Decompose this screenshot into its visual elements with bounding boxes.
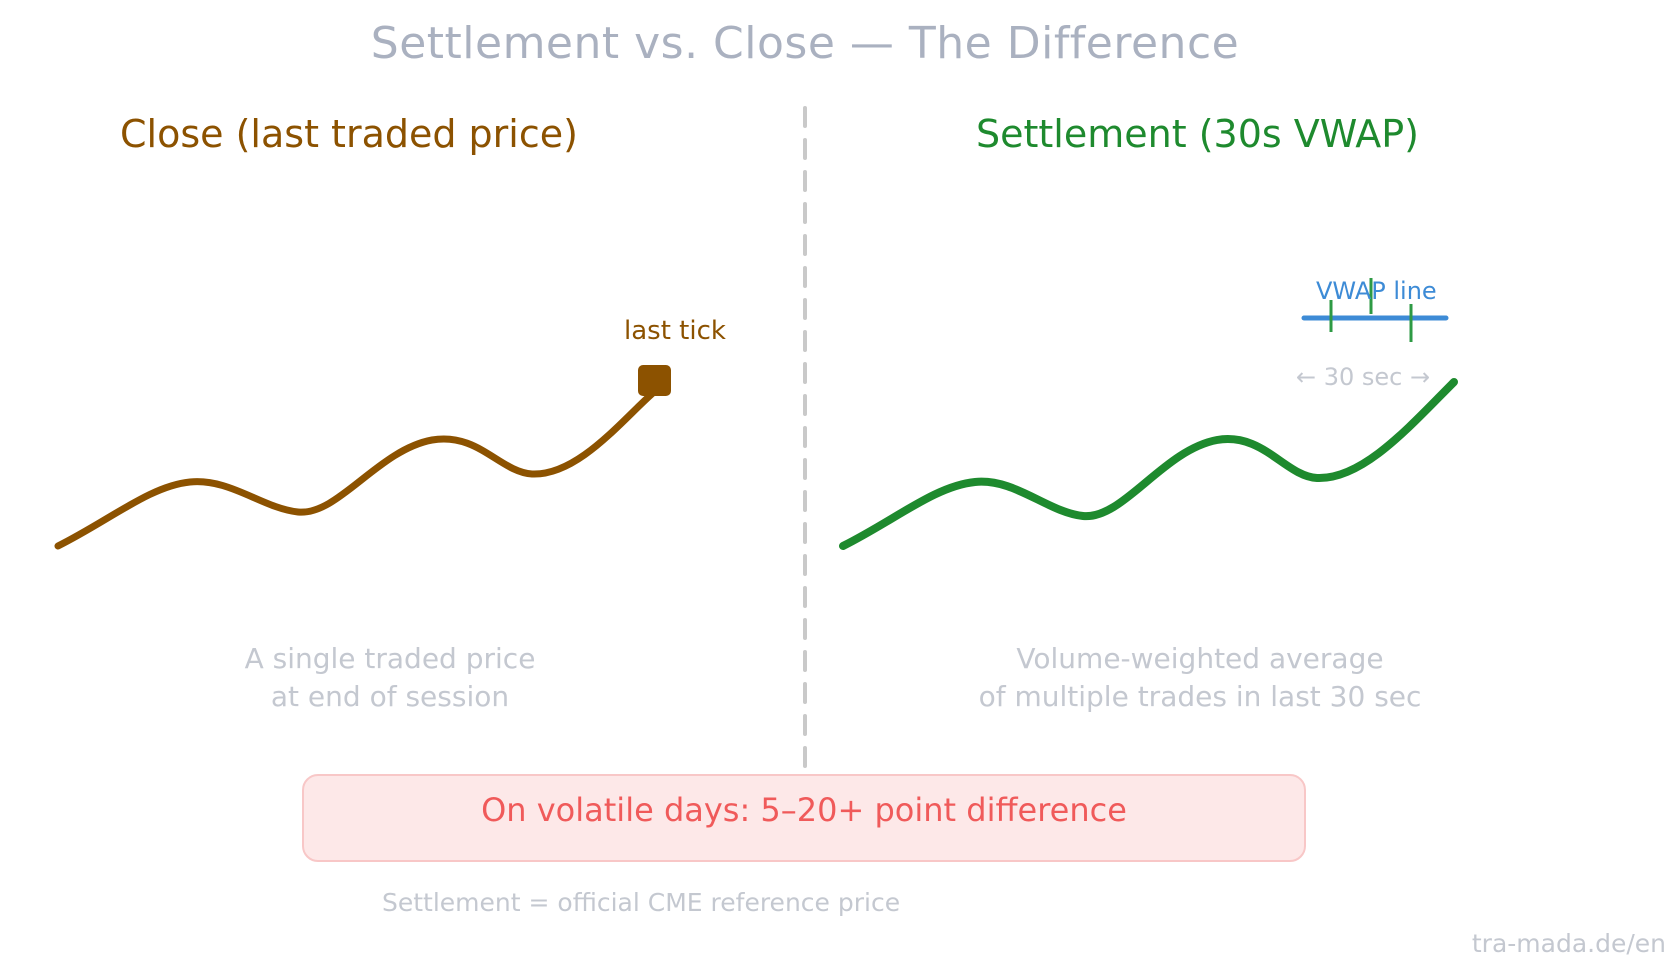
close-caption-line-1: A single traded price (244, 642, 536, 675)
close-price-line (54, 388, 658, 550)
page-title: Settlement vs. Close — The Difference (370, 18, 1240, 69)
difference-banner-text: On volatile days: 5–20+ point difference (481, 791, 1127, 829)
settlement-caption: Volume-weighted average of multiple trad… (950, 640, 1450, 716)
vwap-line-label: VWAP line (1316, 277, 1437, 305)
settlement-price-line (839, 378, 1458, 550)
window-duration-label: ← 30 sec → (1296, 363, 1431, 391)
settlement-caption-line-1: Volume-weighted average (1016, 642, 1384, 675)
settlement-heading: Settlement (30s VWAP) (976, 112, 1419, 156)
difference-banner (302, 774, 1306, 862)
close-caption-line-2: at end of session (270, 680, 510, 713)
settlement-caption-line-2: of multiple trades in last 30 sec (978, 680, 1422, 713)
footnote: Settlement = official CME reference pric… (382, 888, 901, 917)
brand-watermark: tra-mada.de/en (1471, 929, 1666, 958)
close-caption: A single traded price at end of session (240, 640, 540, 716)
last-tick-marker (638, 365, 671, 396)
last-tick-label: last tick (624, 316, 726, 346)
close-heading: Close (last traded price) (120, 112, 578, 156)
